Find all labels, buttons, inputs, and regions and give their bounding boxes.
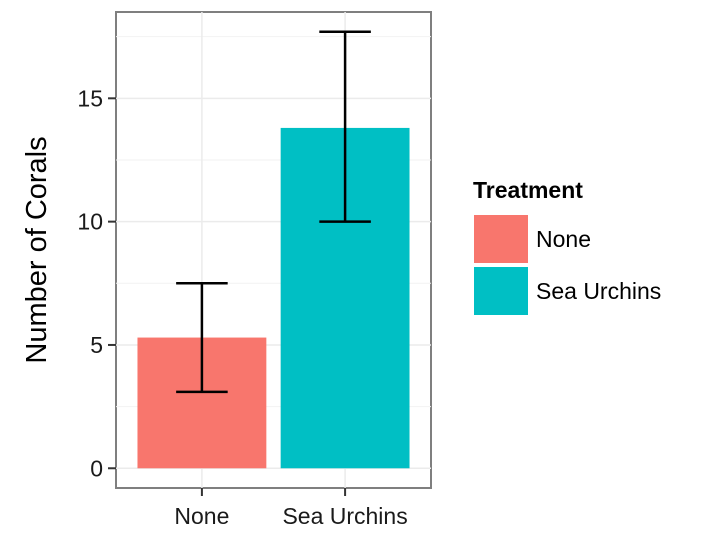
legend-entries: None Sea Urchins [472, 213, 661, 317]
y-axis-title: Number of Corals [21, 136, 53, 363]
error-bar [176, 282, 228, 394]
bars [137, 127, 410, 469]
legend-label: None [536, 226, 591, 252]
error-bar [319, 30, 371, 223]
legend: Treatment None Sea Urchins [472, 177, 661, 317]
x-tick-label: Sea Urchins [282, 503, 407, 529]
y-tick-label: 10 [77, 209, 103, 235]
legend-swatch [472, 213, 530, 265]
y-tick-label: 5 [90, 332, 103, 358]
legend-item: None [472, 213, 591, 265]
legend-title: Treatment [473, 177, 583, 203]
legend-label: Sea Urchins [536, 278, 661, 304]
x-axis: None Sea Urchins [174, 488, 408, 529]
y-tick-label: 0 [90, 455, 103, 481]
y-axis: 0 5 10 15 [77, 85, 116, 481]
y-tick-label: 15 [77, 85, 103, 111]
legend-item: Sea Urchins [472, 265, 661, 317]
error-bars [176, 30, 371, 394]
legend-swatch [472, 265, 530, 317]
x-tick-label: None [174, 503, 229, 529]
